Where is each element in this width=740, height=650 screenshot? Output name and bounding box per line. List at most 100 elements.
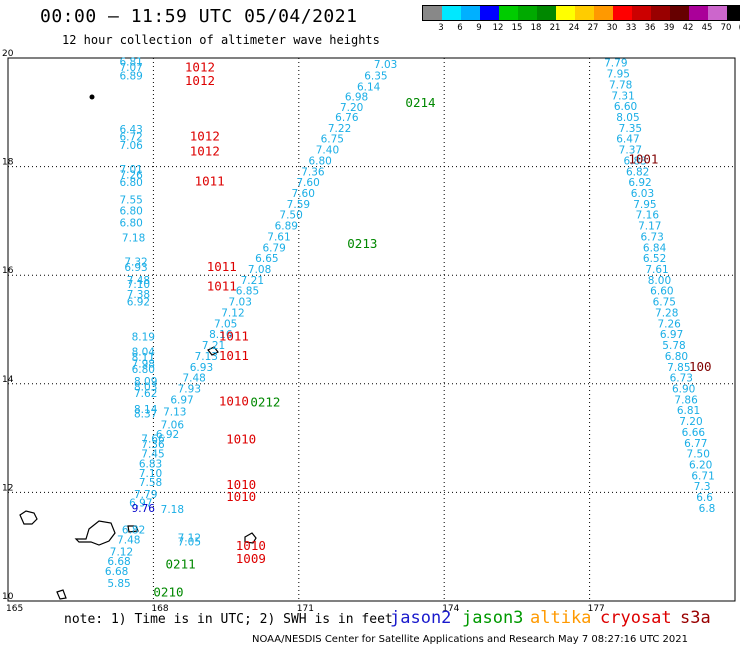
wave-height-value: 7.38 [127, 289, 150, 301]
wave-height-value: 7.03 [229, 297, 252, 309]
pressure-label: 1011 [207, 259, 237, 274]
page-subtitle: 12 hour collection of altimeter wave hei… [62, 33, 380, 47]
colorscale-label: 27 [587, 23, 599, 33]
pass-time-label: 0212 [250, 395, 280, 410]
wave-height-value: 7.06 [119, 140, 143, 152]
wave-height-value: 6.80 [132, 364, 155, 376]
colorscale-swatch [651, 6, 670, 20]
longitude-tick-label: 165 [6, 604, 23, 614]
pressure-label: 1010 [226, 489, 256, 504]
wave-height-value: 7.59 [287, 199, 310, 211]
wave-height-value: 8.00 [648, 275, 671, 287]
wave-height-value: 7.62 [134, 388, 157, 400]
colorscale-swatch [423, 6, 442, 20]
pressure-label: 1011 [219, 348, 249, 363]
colorscale-label: (ft) [739, 23, 740, 33]
wave-height-value: 7.17 [638, 221, 661, 233]
wave-height-value: 6.93 [124, 262, 147, 274]
wave-height-value: 6.81 [119, 57, 142, 69]
island-outline [56, 589, 67, 600]
colorscale-swatch [461, 6, 480, 20]
pass-time-label: 0214 [405, 95, 435, 110]
colorscale-label: 36 [644, 23, 656, 33]
colorscale-swatch [708, 6, 727, 20]
wave-height-value: 7.79 [604, 58, 627, 70]
pressure-label: 100 [689, 359, 712, 374]
wave-height-value: 6.68 [107, 556, 130, 568]
wave-height-value: 8.03 [134, 381, 157, 393]
pressure-label: 1012 [185, 60, 215, 75]
wave-height-value: 7.50 [687, 449, 710, 461]
colorscale-swatch [632, 6, 651, 20]
colorscale-label: 30 [606, 23, 618, 33]
wave-height-value: 7.20 [340, 102, 363, 114]
satellite-altika-label: altika [530, 608, 592, 628]
wave-height-value: 6.8 [699, 503, 716, 515]
island-outline [19, 510, 38, 525]
latitude-tick-label: 16 [2, 266, 14, 276]
wave-height-value: 7.12 [221, 307, 244, 319]
latitude-tick-label: 12 [2, 483, 13, 493]
wave-height-value: 6.60 [650, 286, 673, 298]
wave-height-value: 7.21 [202, 340, 225, 352]
wave-height-value: 7.60 [292, 188, 315, 200]
colorscale-label: 33 [625, 23, 637, 33]
pressure-label: 1010 [219, 394, 249, 409]
island-outline [207, 346, 219, 356]
wave-height-value: 8.16 [209, 329, 233, 341]
wave-height-value: 7.60 [296, 177, 319, 189]
wave-height-value: 9.76 [132, 503, 156, 515]
wave-height-value: 6.80 [665, 351, 688, 363]
wave-height-value: 6.66 [682, 427, 706, 439]
wave-height-value: 5.85 [107, 578, 130, 590]
colorscale-label: 12 [492, 23, 504, 33]
wave-height-value: 6.65 [255, 253, 278, 265]
wave-height-value: 7.22 [328, 123, 351, 135]
wave-height-value: 7.18 [122, 233, 145, 245]
colorscale-label: 21 [549, 23, 561, 33]
wave-height-value: 7.66 [141, 433, 165, 445]
pass-time-label: 0213 [347, 236, 377, 251]
wave-height-value: 7.26 [657, 318, 681, 330]
pressure-label: 1010 [226, 432, 256, 447]
wave-height-value: 7.58 [139, 477, 162, 489]
colorscale-swatch [537, 6, 556, 20]
wave-height-value: 7.93 [178, 383, 201, 395]
wave-height-value: 6.97 [660, 329, 683, 341]
wave-height-value: 8.19 [132, 331, 155, 343]
wave-height-value: 6.92 [628, 177, 651, 189]
satellite-cryosat-label: cryosat [600, 608, 672, 628]
satellite-jason3-label: jason3 [462, 608, 524, 628]
wave-height-value: 5.78 [662, 340, 685, 352]
page-title: 00:00 – 11:59 UTC 05/04/2021 [40, 6, 358, 27]
wave-height-value: 6.73 [670, 373, 693, 385]
wave-height-value: 7.10 [139, 468, 162, 480]
island-outline [127, 525, 139, 533]
island-marker [89, 94, 95, 100]
wave-height-value: 7.48 [117, 534, 140, 546]
colorscale-bar [422, 5, 740, 21]
wave-height-value: 7.36 [301, 166, 325, 178]
wave-height-value: 6.71 [691, 470, 714, 482]
wave-height-value: 7.79 [134, 489, 157, 501]
wave-height-value: 6.97 [129, 498, 152, 510]
wave-height-value: 8.04 [132, 347, 156, 359]
colorscale-label: 70 [720, 23, 732, 33]
wave-height-value: 7.12 [178, 532, 201, 544]
wave-height-value: 6.90 [672, 383, 695, 395]
wave-height-value: 7.06 [161, 419, 185, 431]
colorscale-swatch [480, 6, 499, 20]
wave-height-value: 6.76 [335, 112, 359, 124]
wave-height-value: 6.89 [119, 71, 142, 83]
pressure-label: 1011 [207, 278, 237, 293]
wave-height-value: 6.81 [677, 405, 700, 417]
longitude-tick-label: 171 [297, 604, 314, 614]
wave-height-value: 7.20 [679, 416, 702, 428]
wave-height-value: 6.80 [119, 217, 142, 229]
colorscale-label: 15 [511, 23, 523, 33]
wave-height-value: 7.48 [182, 373, 205, 385]
wave-height-value: 6.97 [170, 394, 193, 406]
wave-height-value: 7.95 [607, 69, 630, 81]
